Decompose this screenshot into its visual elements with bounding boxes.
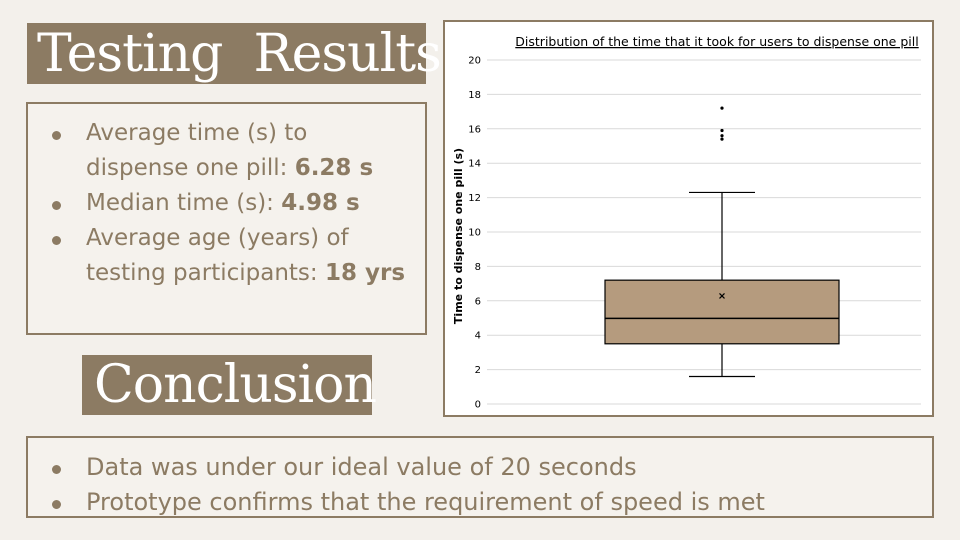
y-tick-label: 16: [468, 124, 481, 135]
y-tick-label: 10: [468, 228, 481, 239]
y-tick-label: 6: [475, 296, 481, 307]
conclusion-title-text: Conclusion: [94, 355, 377, 415]
stat-item-average-time: Average time (s) to dispense one pill: 6…: [48, 116, 413, 186]
stat-value: 18 yrs: [324, 260, 406, 286]
bullet-icon: [52, 465, 61, 474]
chart-title: Distribution of the time that it took fo…: [515, 34, 918, 49]
results-title-text: Testing Results: [37, 23, 442, 84]
conclusion-title: Conclusion: [82, 355, 377, 415]
y-tick-label: 12: [468, 193, 481, 204]
mean-marker: [719, 293, 725, 299]
y-tick-label: 8: [475, 262, 481, 273]
stat-label: Average time (s) to dispense one pill:: [86, 120, 308, 181]
box-plot: [604, 106, 840, 378]
outlier-point: [720, 128, 724, 133]
y-tick-label: 0: [475, 400, 481, 411]
outlier-point: [720, 137, 724, 141]
stats-panel: Average time (s) to dispense one pill: 6…: [26, 102, 427, 335]
outlier-point: [720, 134, 724, 138]
bullet-icon: [52, 500, 61, 509]
stat-label: Average age (years) of testing participa…: [86, 225, 349, 286]
y-tick-label: 14: [468, 159, 481, 170]
y-tick-label: 20: [468, 56, 481, 67]
bullet-icon: [52, 236, 61, 245]
stat-label: Median time (s):: [86, 190, 282, 216]
stat-value: 4.98 s: [281, 190, 360, 216]
bullet-icon: [52, 201, 61, 210]
gridlines: [487, 59, 921, 405]
conclusion-text: Prototype confirms that the requirement …: [86, 488, 765, 516]
conclusion-item: Prototype confirms that the requirement …: [48, 485, 920, 520]
conclusion-item: Data was under our ideal value of 20 sec…: [48, 450, 920, 485]
conclusion-panel: Data was under our ideal value of 20 sec…: [26, 436, 934, 518]
y-tick-label: 2: [475, 365, 481, 376]
bullet-icon: [52, 131, 61, 140]
outlier-point: [720, 106, 724, 110]
results-title: Testing Results: [27, 23, 442, 84]
y-axis-label: Time to dispense one pill (s): [452, 148, 465, 324]
y-tick-labels: 0 2 4 6 8 10 12 14 16 18 20: [468, 56, 481, 411]
box-plot-chart: Distribution of the time that it took fo…: [443, 20, 934, 417]
stats-list: Average time (s) to dispense one pill: 6…: [48, 116, 413, 291]
y-tick-label: 18: [468, 90, 481, 101]
conclusion-text: Data was under our ideal value of 20 sec…: [86, 453, 637, 481]
chart-canvas: Distribution of the time that it took fo…: [452, 34, 921, 411]
stat-value: 6.28 s: [294, 155, 374, 181]
stat-item-average-age: Average age (years) of testing participa…: [48, 221, 413, 291]
stat-item-median-time: Median time (s): 4.98 s: [48, 186, 413, 221]
interquartile-box: [604, 279, 840, 345]
y-tick-label: 4: [475, 331, 481, 342]
conclusion-list: Data was under our ideal value of 20 sec…: [48, 450, 920, 520]
